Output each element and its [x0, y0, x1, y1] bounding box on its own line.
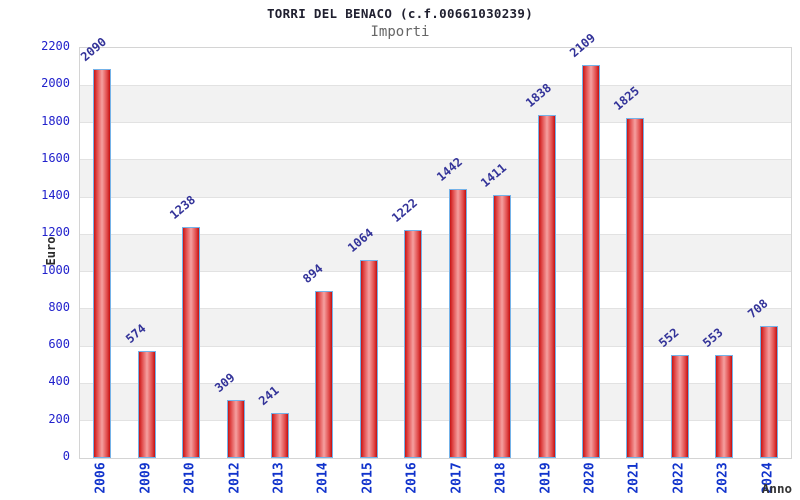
- bar-2014[interactable]: [315, 291, 334, 458]
- x-tick-label-2010: 2010: [182, 462, 198, 494]
- x-tick-label-2019: 2019: [538, 462, 554, 494]
- x-tick-label-2016: 2016: [404, 462, 420, 494]
- gridline: [80, 308, 791, 310]
- gridline: [80, 84, 791, 86]
- x-tick-label-2006: 2006: [93, 462, 109, 494]
- x-tick-label-2009: 2009: [138, 462, 154, 494]
- chart-subtitle: Importi: [370, 24, 430, 40]
- background-band: [80, 159, 791, 198]
- gridline: [80, 159, 791, 161]
- y-tick-label: 0: [62, 449, 70, 463]
- gridline: [80, 382, 791, 384]
- gridline: [80, 271, 791, 273]
- x-tick-label-2017: 2017: [449, 462, 465, 494]
- bar-2018[interactable]: [493, 195, 512, 458]
- y-axis-title: Euro: [44, 236, 58, 266]
- bar-2023[interactable]: [715, 354, 734, 458]
- x-tick-label-2021: 2021: [626, 462, 642, 494]
- bar-2013[interactable]: [270, 413, 289, 458]
- bar-2010[interactable]: [182, 227, 201, 458]
- y-tick-label: 2000: [41, 76, 70, 91]
- x-tick-label-2015: 2015: [360, 462, 376, 494]
- bar-2024[interactable]: [759, 326, 778, 458]
- background-band: [80, 48, 791, 86]
- gridline: [80, 345, 791, 347]
- bar-2016[interactable]: [404, 230, 423, 458]
- y-tick-label: 800: [48, 299, 70, 314]
- gridline: [80, 420, 791, 422]
- gridline: [80, 196, 791, 198]
- x-tick-label-2014: 2014: [315, 462, 331, 494]
- bar-2019[interactable]: [537, 115, 556, 458]
- x-tick-label-2013: 2013: [271, 462, 287, 494]
- y-tick-label: 1800: [41, 113, 70, 128]
- background-band: [80, 122, 791, 160]
- bar-2012[interactable]: [226, 400, 245, 458]
- y-tick-label: 1000: [41, 262, 70, 277]
- bar-2017[interactable]: [448, 189, 467, 458]
- bar-2021[interactable]: [626, 117, 645, 458]
- chart-title: TORRI DEL BENACO (c.f.00661030239): [266, 6, 534, 21]
- gridline: [80, 122, 791, 124]
- x-axis-title: Anno: [761, 481, 792, 496]
- bar-2020[interactable]: [582, 64, 601, 458]
- background-band: [80, 85, 791, 123]
- bar-2022[interactable]: [670, 355, 689, 458]
- x-tick-label-2018: 2018: [493, 462, 509, 494]
- plot-area: 2090 574 1238 309 241 894 1064 1222 1442 1411 1838…: [78, 31, 792, 459]
- y-tick-label: 600: [48, 337, 70, 352]
- y-tick-label: 2200: [41, 39, 70, 53]
- y-tick-label: 1200: [41, 225, 70, 240]
- y-tick-label: 200: [48, 411, 70, 426]
- bar-2006[interactable]: [93, 68, 112, 458]
- x-tick-label-2012: 2012: [227, 462, 243, 494]
- bar-2009[interactable]: [137, 351, 156, 458]
- gridline: [80, 233, 791, 235]
- y-tick-label: 1600: [41, 150, 70, 165]
- x-tick-label-2022: 2022: [671, 462, 687, 494]
- y-tick-label: 400: [48, 374, 70, 389]
- x-tick-label-2020: 2020: [582, 462, 598, 494]
- bar-2015[interactable]: [359, 259, 378, 458]
- y-tick-label: 1400: [41, 188, 70, 203]
- x-tick-label-2023: 2023: [715, 462, 731, 494]
